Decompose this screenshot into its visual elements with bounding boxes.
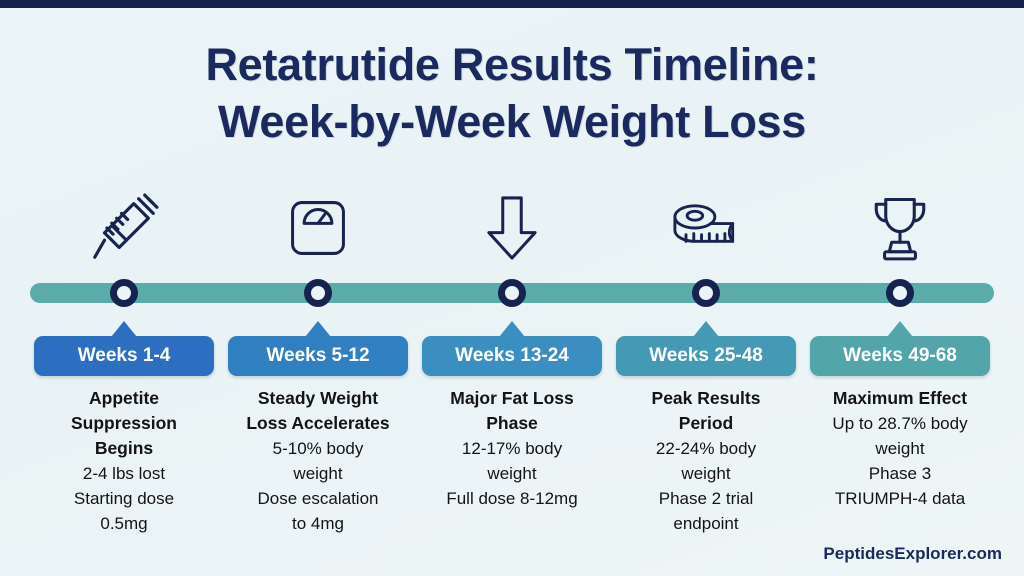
badge-pointer-3: [499, 321, 525, 337]
milestone-heading-line: Steady Weight: [257, 388, 379, 408]
milestone-body-line: 22-24% body: [655, 439, 757, 458]
milestone-body-line: 0.5mg: [100, 514, 148, 533]
milestone-icon-cell-4: [609, 185, 803, 270]
milestone-badge-label-5: Weeks 49-68: [843, 345, 957, 366]
badge-pointer-4: [693, 321, 719, 337]
milestone-body-line: Starting dose: [73, 489, 175, 508]
milestone-badge-label-3: Weeks 13-24: [455, 345, 569, 366]
milestone-body-line: to 4mg: [292, 514, 344, 533]
milestone-body-line: weight: [293, 464, 343, 483]
milestone-badge-label-4: Weeks 25-48: [649, 345, 763, 366]
timeline-marker-5[interactable]: [886, 279, 914, 307]
measuring-tape-icon: [666, 188, 746, 268]
milestone-badge-2[interactable]: Weeks 5-12: [228, 321, 408, 376]
milestone-heading-line: Major Fat Loss: [450, 388, 574, 408]
milestone-body-line: Up to 28.7% body: [832, 414, 968, 433]
badge-pointer-2: [305, 321, 331, 337]
milestone-heading-line: Phase: [486, 413, 538, 433]
badge-pointer-5: [887, 321, 913, 337]
page-title-line-2: Week-by-Week Weight Loss: [218, 96, 806, 147]
milestone-body-line: 2-4 lbs lost: [82, 464, 166, 483]
milestone-body-line: Full dose 8-12mg: [446, 489, 578, 508]
milestone-heading-line: Begins: [94, 438, 154, 458]
milestone-body-line: 12-17% body: [461, 439, 563, 458]
milestone-body-line: weight: [681, 464, 731, 483]
milestone-detail-4: Peak Results Period 22-24% body weight Phase…: [606, 386, 806, 536]
timeline-marker-1[interactable]: [110, 279, 138, 307]
milestone-body-line: Dose escalation: [257, 489, 379, 508]
milestone-heading-line: Peak Results: [651, 388, 761, 408]
milestone-icon-row: [0, 185, 1024, 270]
milestone-body-line: 5-10% body: [272, 439, 364, 458]
milestone-icon-cell-3: [415, 185, 609, 270]
timeline-marker-4[interactable]: [692, 279, 720, 307]
milestone-icon-cell-5: [803, 185, 997, 270]
milestone-body-line: weight: [487, 464, 537, 483]
badge-pointer-1: [111, 321, 137, 337]
milestone-detail-3: Major Fat Loss Phase 12-17% body weight Full…: [412, 386, 612, 511]
timeline-marker-3[interactable]: [498, 279, 526, 307]
timeline-marker-2[interactable]: [304, 279, 332, 307]
milestone-badge-3[interactable]: Weeks 13-24: [422, 321, 602, 376]
page-title: Retatrutide Results Timeline: Week-by-We…: [0, 36, 1024, 150]
milestone-heading-line: Period: [678, 413, 734, 433]
milestone-body-line: TRIUMPH-4 data: [834, 489, 966, 508]
milestone-body-line: weight: [875, 439, 925, 458]
milestone-body-line: Phase 2 trial: [658, 489, 754, 508]
milestone-detail-1: Appetite Suppression Begins 2-4 lbs lost Sta…: [24, 386, 224, 536]
milestone-detail-5: Maximum Effect Up to 28.7% body weight Phas…: [800, 386, 1000, 511]
milestone-badge-5[interactable]: Weeks 49-68: [810, 321, 990, 376]
milestone-badge-label-2: Weeks 5-12: [266, 345, 370, 366]
syringe-icon: [85, 189, 163, 267]
milestone-heading-line: Suppression: [71, 413, 177, 433]
milestone-heading-line: Maximum Effect: [832, 388, 968, 408]
milestone-badge-label-1: Weeks 1-4: [77, 345, 171, 366]
milestone-detail-2: Steady Weight Loss Accelerates 5-10% body w…: [218, 386, 418, 536]
page-title-line-1: Retatrutide Results Timeline:: [205, 39, 819, 90]
milestone-icon-cell-1: [27, 185, 221, 270]
milestone-body-line: endpoint: [673, 514, 739, 533]
milestone-body-line: Phase 3: [868, 464, 932, 483]
milestone-heading-line: Appetite: [89, 388, 159, 408]
top-accent-bar: [0, 0, 1024, 8]
footer-site-name: PeptidesExplorer.com: [823, 544, 1002, 563]
trophy-icon: [862, 190, 938, 266]
milestone-badge-4[interactable]: Weeks 25-48: [616, 321, 796, 376]
milestone-badge-1[interactable]: Weeks 1-4: [34, 321, 214, 376]
milestone-heading-line: Loss Accelerates: [246, 413, 390, 433]
milestone-icon-cell-2: [221, 185, 415, 270]
down-arrow-icon: [475, 191, 549, 265]
weight-scale-icon: [281, 191, 355, 265]
